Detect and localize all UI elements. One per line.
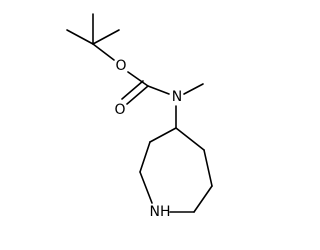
bond (147, 85, 170, 95)
bond (203, 149, 213, 187)
bond (149, 127, 177, 143)
atom-label: O (115, 58, 126, 74)
bond (139, 171, 153, 204)
bond (139, 141, 151, 173)
bond (183, 83, 204, 95)
bond (121, 80, 144, 100)
bonds (66, 13, 213, 213)
bond (193, 185, 213, 213)
bond (92, 29, 120, 45)
atom-label: NH (150, 204, 171, 220)
bond (175, 127, 205, 151)
atom-label: O (114, 102, 125, 118)
molecule-diagram: O O N NH (66, 13, 213, 220)
bond (127, 71, 149, 87)
bond (126, 85, 149, 105)
bond (66, 29, 94, 45)
atom-label: N (172, 89, 182, 105)
bond (92, 43, 115, 61)
